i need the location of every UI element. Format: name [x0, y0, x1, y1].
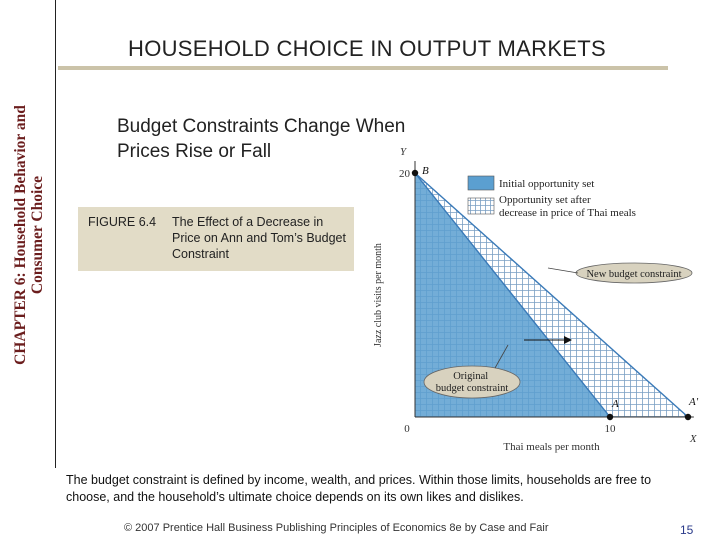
- figure-caption-box: FIGURE 6.4 The Effect of a Decrease in P…: [78, 207, 354, 271]
- figure-label: FIGURE 6.4: [88, 215, 157, 229]
- slide-title: HOUSEHOLD CHOICE IN OUTPUT MARKETS: [128, 36, 606, 61]
- x-axis-title: Thai meals per month: [503, 441, 600, 453]
- title-underline: [58, 66, 668, 70]
- chapter-side-title: CHAPTER 6: Household Behavior and Consum…: [4, 0, 54, 470]
- point-a-label: A: [611, 398, 619, 410]
- vertical-divider: [55, 0, 56, 468]
- x-tick-label-0: 0: [404, 423, 410, 435]
- chapter-title-line2: Consumer Choice: [29, 175, 47, 295]
- original-budget-constraint-label: Original budget constraint: [436, 371, 509, 394]
- budget-constraint-chart: Y X 20 0 10 Thai meals per month Jazz cl…: [373, 146, 699, 453]
- chapter-title-line1: CHAPTER 6: Household Behavior and: [12, 105, 30, 365]
- y-axis-title: Jazz club visits per month: [373, 243, 384, 347]
- point-b: [411, 169, 419, 177]
- new-budget-callout-pointer: [547, 267, 579, 274]
- point-a: [606, 413, 614, 421]
- point-a-prime: [684, 413, 692, 421]
- legend-label-after: Opportunity set after decrease in price …: [499, 194, 636, 219]
- point-a-prime-label: A': [688, 396, 699, 408]
- legend-swatch-initial: [467, 175, 495, 191]
- legend-label-initial: Initial opportunity set: [499, 178, 594, 190]
- y-tick-label-20: 20: [399, 168, 411, 180]
- copyright-footer: © 2007 Prentice Hall Business Publishing…: [124, 522, 549, 534]
- slide-subtitle: Budget Constraints Change When Prices Ri…: [117, 116, 406, 162]
- legend-swatch-after: [467, 197, 495, 215]
- page-number: 15: [680, 523, 694, 537]
- point-b-label: B: [422, 165, 429, 177]
- y-axis-letter: Y: [400, 146, 408, 158]
- figure-caption: The Effect of a Decrease in Price on Ann…: [172, 215, 346, 261]
- original-budget-constraint-callout: [423, 365, 521, 399]
- new-budget-constraint-line: [414, 172, 689, 418]
- original-budget-constraint-line: [414, 172, 611, 418]
- x-axis-letter: X: [689, 433, 698, 445]
- original-budget-callout-pointer: [494, 344, 509, 369]
- x-tick-label-10: 10: [605, 423, 617, 435]
- shift-arrowhead: [564, 336, 572, 344]
- explanation-text: The budget constraint is defined by inco…: [66, 473, 652, 504]
- new-budget-constraint-label: New budget constraint: [586, 269, 681, 280]
